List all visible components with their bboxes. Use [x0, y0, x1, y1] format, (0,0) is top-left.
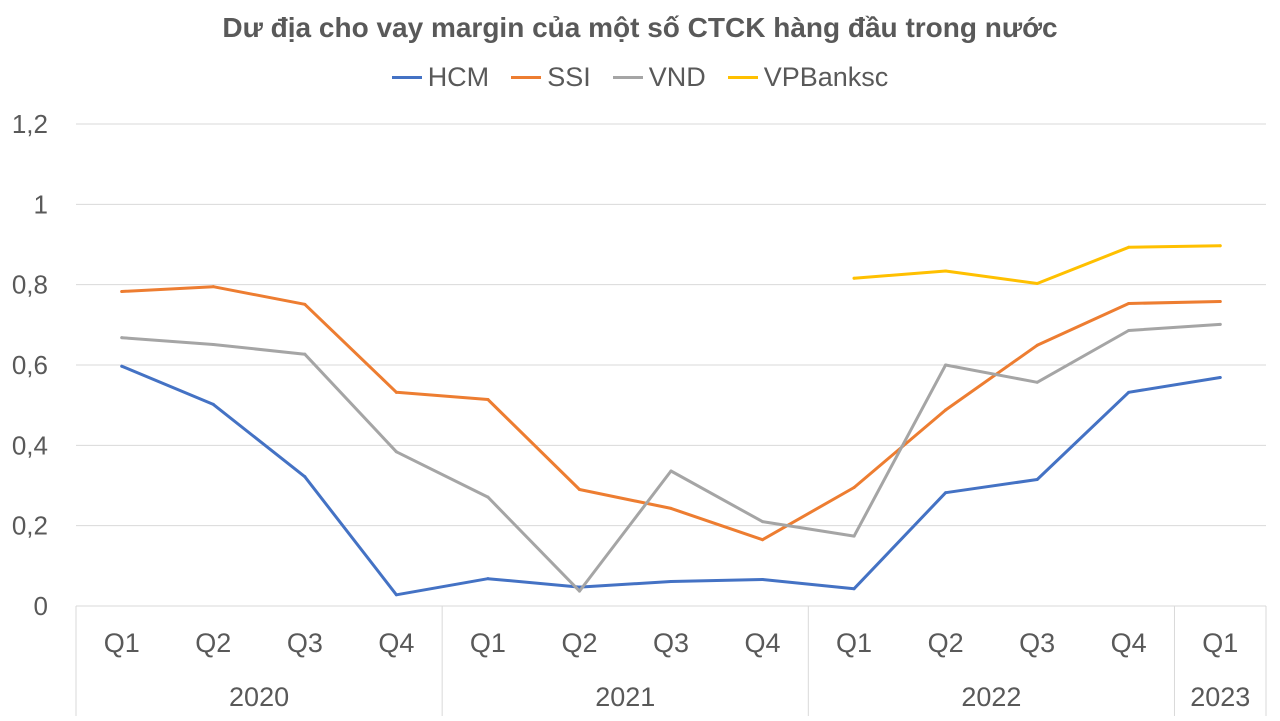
x-group-label: 2023	[1190, 682, 1250, 712]
data-point-ssi	[486, 398, 490, 402]
data-point-hcm	[669, 579, 673, 583]
x-tick-label: Q2	[195, 628, 231, 658]
data-point-vnd	[1127, 328, 1131, 332]
data-point-vnd	[303, 352, 307, 356]
y-tick-label: 1,2	[12, 109, 48, 139]
y-tick-label: 0,8	[12, 270, 48, 300]
x-tick-label: Q1	[104, 628, 140, 658]
series-line-vnd	[120, 322, 1222, 593]
x-tick-label: Q1	[836, 628, 872, 658]
data-point-ssi	[211, 285, 215, 289]
x-tick-label: Q1	[470, 628, 506, 658]
legend-item-hcm: HCM	[391, 62, 490, 93]
data-point-vnd	[211, 343, 215, 347]
legend-label-ssi: SSI	[547, 62, 591, 92]
data-point-vnd	[394, 450, 398, 454]
data-point-ssi	[303, 302, 307, 306]
legend-item-ssi: SSI	[511, 62, 591, 93]
legend-swatch-vnd	[612, 76, 643, 79]
data-point-ssi	[1218, 300, 1222, 304]
legend-item-vnd: VND	[612, 62, 706, 93]
series-line-vpbanksc	[852, 244, 1222, 285]
data-point-vpbanksc	[1218, 244, 1222, 248]
data-point-hcm	[120, 364, 124, 368]
data-point-vnd	[852, 534, 856, 538]
data-point-ssi	[761, 538, 765, 542]
data-point-vnd	[944, 363, 948, 367]
data-point-hcm	[303, 475, 307, 479]
x-tick-label: Q2	[561, 628, 597, 658]
legend-swatch-vpbanksc	[727, 76, 758, 79]
data-point-vnd	[669, 469, 673, 473]
data-point-vpbanksc	[1127, 245, 1131, 249]
data-point-ssi	[944, 408, 948, 412]
y-tick-label: 0,6	[12, 350, 48, 380]
series-line-ssi	[120, 285, 1222, 542]
data-point-ssi	[577, 488, 581, 492]
y-tick-label: 0	[34, 591, 48, 621]
x-tick-label: Q1	[1202, 628, 1238, 658]
data-point-ssi	[394, 390, 398, 394]
x-tick-label: Q2	[928, 628, 964, 658]
x-tick-label: Q4	[745, 628, 781, 658]
data-point-vpbanksc	[852, 276, 856, 280]
data-point-hcm	[852, 587, 856, 591]
data-point-ssi	[669, 506, 673, 510]
legend-swatch-ssi	[511, 76, 542, 79]
data-point-hcm	[394, 593, 398, 597]
data-point-hcm	[944, 491, 948, 495]
x-tick-label: Q3	[653, 628, 689, 658]
x-tick-label: Q4	[1111, 628, 1147, 658]
data-point-hcm	[1035, 477, 1039, 481]
data-point-hcm	[761, 577, 765, 581]
x-tick-label: Q3	[1019, 628, 1055, 658]
data-point-vpbanksc	[944, 269, 948, 273]
data-point-hcm	[211, 402, 215, 406]
legend-label-hcm: HCM	[427, 62, 490, 92]
data-point-vnd	[120, 336, 124, 340]
x-group-label: 2021	[595, 682, 655, 712]
data-point-vnd	[1218, 322, 1222, 326]
data-point-vnd	[577, 589, 581, 593]
chart-title: Dư địa cho vay margin của một số CTCK hà…	[222, 12, 1058, 43]
x-group-label: 2022	[961, 682, 1021, 712]
x-group-label: 2020	[229, 682, 289, 712]
y-tick-label: 0,2	[12, 511, 48, 541]
data-point-vpbanksc	[1035, 281, 1039, 285]
data-point-hcm	[486, 577, 490, 581]
legend-swatch-hcm	[391, 76, 422, 79]
y-tick-label: 0,4	[12, 430, 48, 460]
data-point-ssi	[1127, 302, 1131, 306]
legend-label-vnd: VND	[648, 62, 706, 92]
x-tick-label: Q3	[287, 628, 323, 658]
data-point-hcm	[1127, 390, 1131, 394]
x-tick-label: Q4	[378, 628, 414, 658]
y-tick-label: 1	[34, 189, 48, 219]
data-point-vnd	[761, 520, 765, 524]
data-point-ssi	[852, 486, 856, 490]
legend-item-vpbanksc: VPBanksc	[727, 62, 889, 93]
data-point-vnd	[1035, 380, 1039, 384]
series-line-hcm	[120, 364, 1222, 597]
data-point-vnd	[486, 495, 490, 499]
data-point-ssi	[1035, 343, 1039, 347]
data-point-hcm	[1218, 375, 1222, 379]
chart-legend: HCM SSI VND VPBanksc	[0, 62, 1280, 93]
legend-label-vpbanksc: VPBanksc	[763, 62, 889, 92]
data-point-ssi	[120, 289, 124, 293]
